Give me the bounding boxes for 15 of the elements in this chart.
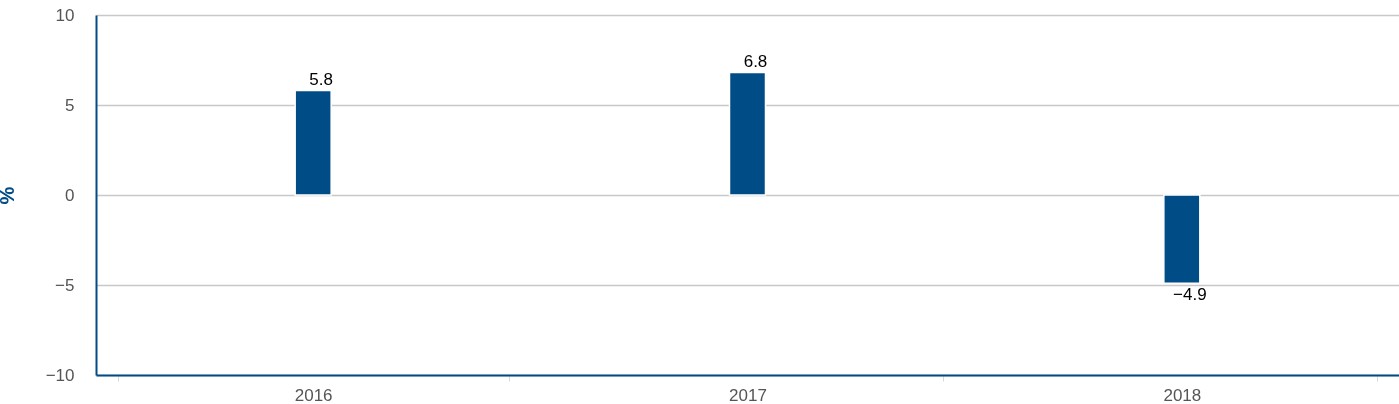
data-label: 5.8	[309, 69, 333, 89]
data-label: −4.9	[1173, 285, 1207, 305]
x-tick-label: 2016	[294, 385, 333, 404]
x-tick-label: 2017	[729, 385, 767, 404]
bar	[1163, 194, 1201, 284]
data-label: 6.8	[743, 51, 768, 71]
y-tick-label: 5	[65, 95, 75, 115]
y-tick-label: −5	[55, 275, 75, 295]
y-tick-label: 0	[65, 185, 75, 205]
y-tick-label: 10	[55, 5, 75, 25]
y-tick-label: −10	[45, 365, 75, 385]
bar	[294, 89, 332, 196]
bar	[728, 71, 767, 196]
y-axis-title: %	[0, 186, 18, 205]
x-tick-label: 2018	[1163, 385, 1202, 404]
